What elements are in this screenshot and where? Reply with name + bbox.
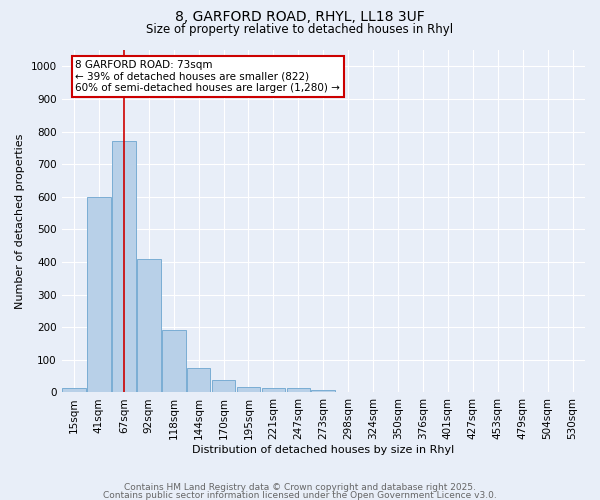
Bar [212, 380, 235, 392]
Y-axis label: Number of detached properties: Number of detached properties [15, 134, 25, 309]
Bar [187, 368, 211, 392]
Text: Size of property relative to detached houses in Rhyl: Size of property relative to detached ho… [146, 22, 454, 36]
Text: Contains public sector information licensed under the Open Government Licence v3: Contains public sector information licen… [103, 491, 497, 500]
Bar [236, 386, 260, 392]
Bar [287, 388, 310, 392]
Bar [137, 258, 161, 392]
Text: 8, GARFORD ROAD, RHYL, LL18 3UF: 8, GARFORD ROAD, RHYL, LL18 3UF [175, 10, 425, 24]
Bar [262, 388, 285, 392]
Bar [311, 390, 335, 392]
Bar [87, 197, 111, 392]
Bar [112, 142, 136, 392]
X-axis label: Distribution of detached houses by size in Rhyl: Distribution of detached houses by size … [192, 445, 454, 455]
Text: Contains HM Land Registry data © Crown copyright and database right 2025.: Contains HM Land Registry data © Crown c… [124, 484, 476, 492]
Bar [162, 330, 185, 392]
Text: 8 GARFORD ROAD: 73sqm
← 39% of detached houses are smaller (822)
60% of semi-det: 8 GARFORD ROAD: 73sqm ← 39% of detached … [75, 60, 340, 93]
Bar [62, 388, 86, 392]
